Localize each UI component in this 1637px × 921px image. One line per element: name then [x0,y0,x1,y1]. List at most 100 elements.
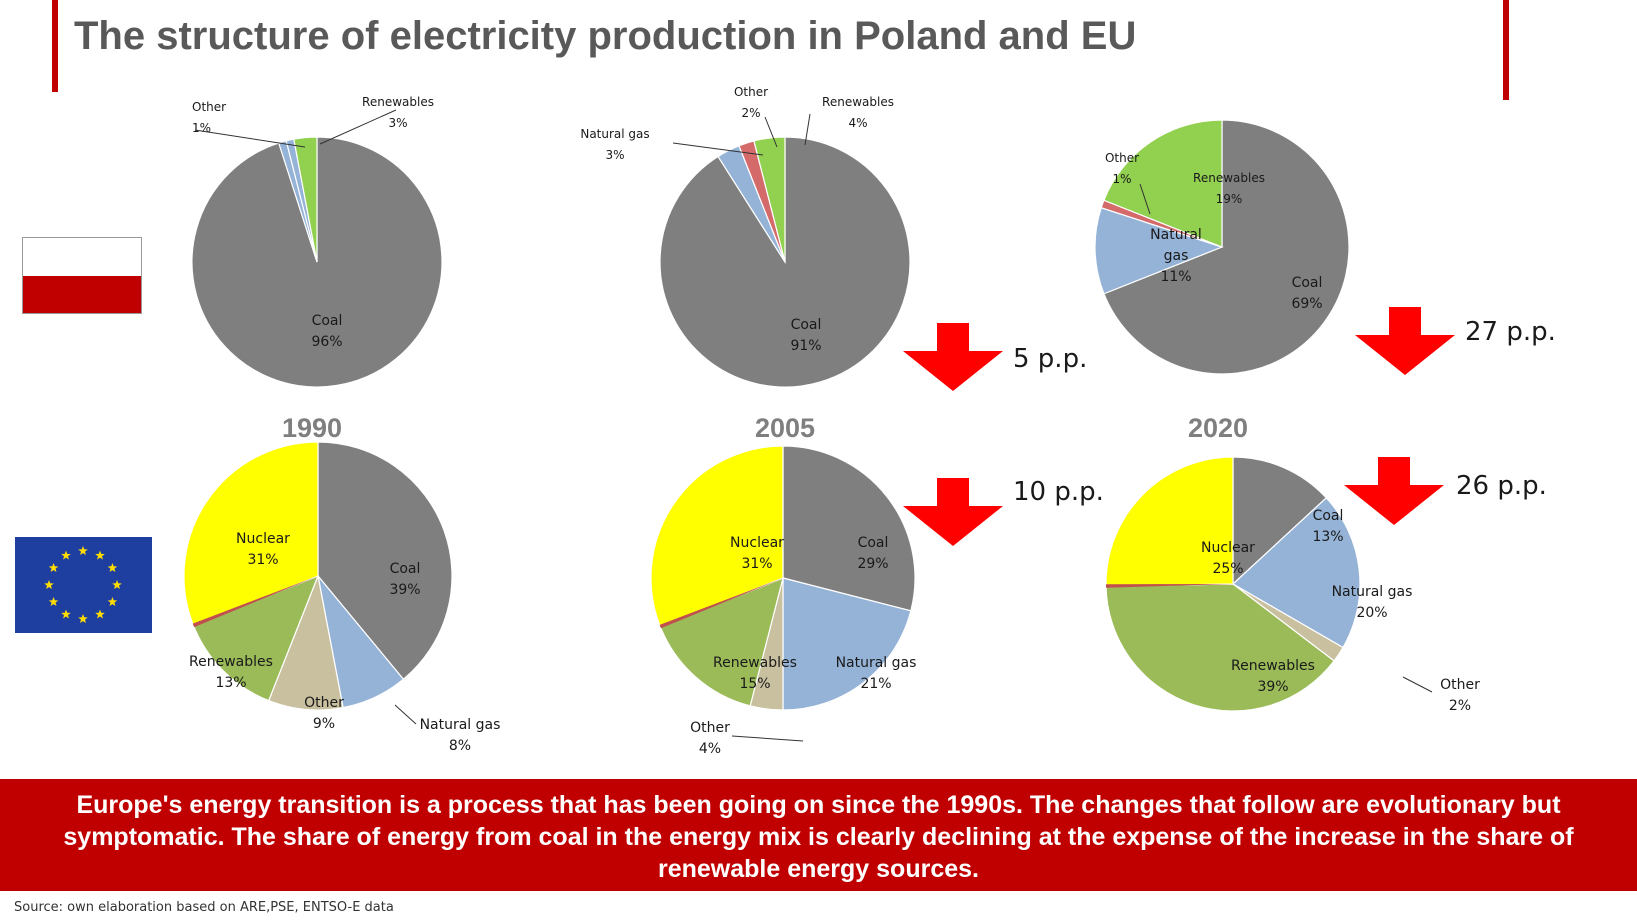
pie-eu-1990-label-other-line: Other [304,695,344,711]
pie-poland-1990-leader-line [194,129,306,148]
pie-eu-2020-leader-line [1402,676,1433,693]
pie-eu-2005-slice-natural-gas [782,577,912,711]
pie-poland-2020-slice-renewables [1103,119,1223,248]
pie-eu-2005-label-nuclear-line: Nuclear [730,535,784,551]
pie-poland-1990-label-other: Other 1% [192,100,226,135]
pie-eu-2020-slice-coal [1232,456,1328,586]
eu-flag [15,537,152,633]
pie-poland-2020-label-renewables-line: 19% [1216,192,1243,206]
pie-eu-1990-label-renewables-line: Renewables [189,654,273,670]
pie-poland-1990-leader-line [319,109,397,145]
star-icon [61,550,71,560]
pie-eu-2005-label-renewables-line: 15% [739,676,770,692]
pie-poland-2005-label-natural-gas-line: 3% [605,148,624,162]
title-accent-bar-left [52,0,58,92]
pie-eu-2020-label-coal-line: 13% [1312,529,1343,545]
pie-poland-2020-leader-line [1139,183,1151,215]
pie-poland-2005-label-natural-gas: Natural gas 3% [580,127,649,162]
pie-eu-2020-label-other-line: Other [1440,677,1480,693]
pie-eu-1990-label-nuclear: Nuclear 31% [236,531,290,568]
pie-eu-2005-label-nuclear: Nuclear 31% [730,535,784,572]
pie-eu-2020-slice-renewables [1105,583,1335,712]
pie-poland-2005-slice-renewables [753,136,786,263]
page-title: The structure of electricity production … [74,14,1137,58]
pie-poland-2005-leader-line [804,113,811,146]
pie-eu-2005-label-coal: Coal 29% [857,535,888,572]
pie-eu-2020 [1105,456,1361,712]
pie-eu-2005-label-renewables: Renewables 15% [713,655,797,692]
pie-poland-2020-label-coal: Coal 69% [1291,275,1322,312]
pie-poland-1990-label-coal: Coal 96% [311,313,342,350]
pie-poland-2020-label-renewables: Renewables 19% [1193,171,1265,206]
pie-poland-2005-label-other-line: 2% [741,106,760,120]
pie-poland-2020-slice-coal [1103,119,1350,375]
star-icon [78,546,88,556]
pie-eu-2005-slice-coal [782,445,916,612]
star-icon [107,563,118,573]
pie-eu-1990-label-other: Other 9% [304,695,344,732]
star-icon [48,597,59,607]
pie-eu-2020-label-other-line: 2% [1449,698,1471,714]
pie-eu-2005-slice-nuclear [650,445,784,628]
pie-poland-2020 [1094,119,1350,375]
pie-poland-1990-label-renewables: Renewables 3% [362,95,434,130]
pie-eu-2020-label-natural-gas-line: 20% [1356,605,1387,621]
pie-poland-2020-label-other-line: Other [1105,151,1139,165]
pie-eu-2005-label-nuclear-line: 31% [741,556,772,572]
pie-eu-2020-label-other: Other 2% [1440,677,1480,714]
pie-eu-2020-down-arrow-icon [1344,457,1444,525]
star-icon [48,563,59,573]
pie-eu-2005-label-natural-gas: Natural gas 21% [836,655,917,692]
pie-poland-2005 [659,136,911,388]
pie-eu-1990-label-natural-gas-line: 8% [449,738,471,754]
pie-eu-2005-label-other-line: Other [690,720,730,736]
pie-poland-2005-label-other-line: Other [734,85,768,99]
pie-eu-2020-label-natural-gas: Natural gas 20% [1332,584,1413,621]
pie-eu-1990-label-renewables-line: 13% [215,675,246,691]
pie-eu-1990-label-coal-line: Coal [390,561,421,577]
pie-poland-1990-label-coal-line: 96% [311,334,342,350]
pie-poland-2005-leader-line [764,116,778,148]
pie-eu-1990 [183,441,453,711]
pie-eu-2020-slice-nuclear [1105,456,1234,587]
pie-poland-2005-label-other: Other 2% [734,85,768,120]
year-label-2005: 2005 [755,413,815,443]
pie-poland-1990-slice-renewables [293,136,318,263]
pie-poland-2005-label-coal-line: 91% [790,338,821,354]
star-icon [44,580,54,590]
year-label-2020: 2020 [1188,413,1248,443]
pie-poland-2020-label-natural-gas-line: gas [1164,248,1189,264]
pie-eu-1990-slice-nuclear [183,441,319,627]
star-icon [95,550,105,560]
pie-poland-1990-label-coal-line: Coal [312,313,343,329]
pie-eu-2005-change-label: 10 p.p. [1013,477,1104,507]
source-note: Source: own elaboration based on ARE,PSE… [14,900,394,915]
pie-poland-2005-label-coal: Coal 91% [790,317,821,354]
pie-eu-1990-label-coal: Coal 39% [389,561,420,598]
pie-poland-1990-label-renewables-line: 3% [388,116,407,130]
pie-poland-2020-label-coal-line: Coal [1292,275,1323,291]
pie-eu-2005-slice-sliver [659,578,783,629]
pie-poland-2005-down-arrow-icon [903,323,1003,391]
pie-eu-2020-label-coal-line: Coal [1313,508,1344,524]
pie-poland-2005-label-renewables-line: 4% [848,116,867,130]
pie-eu-2020-label-coal: Coal 13% [1312,508,1343,545]
pie-eu-1990-label-other-line: 9% [313,716,335,732]
pie-eu-2005-label-other-line: 4% [699,741,721,757]
star-icon [78,614,88,624]
pie-poland-1990-label-other-line: Other [192,100,226,114]
pie-eu-2020-label-nuclear-line: 25% [1212,561,1243,577]
pie-poland-1990-label-renewables-line: Renewables [362,95,434,109]
pie-eu-2005-label-renewables-line: Renewables [713,655,797,671]
pie-poland-2020-down-arrow-icon [1355,307,1455,375]
pie-eu-2005-label-natural-gas-line: Natural gas [836,655,917,671]
eu-flag-stars [44,546,122,624]
pie-poland-2005-leader-line [672,142,764,156]
pie-poland-2005-label-coal-line: Coal [791,317,822,333]
pie-eu-2005-down-arrow-icon [903,478,1003,546]
pie-poland-2020-label-natural-gas-line: Natural [1150,227,1202,243]
year-label-1990: 1990 [282,413,342,443]
pie-eu-1990-label-nuclear-line: Nuclear [236,531,290,547]
pie-eu-1990-label-coal-line: 39% [389,582,420,598]
pie-eu-2005-label-other: Other 4% [690,720,730,757]
